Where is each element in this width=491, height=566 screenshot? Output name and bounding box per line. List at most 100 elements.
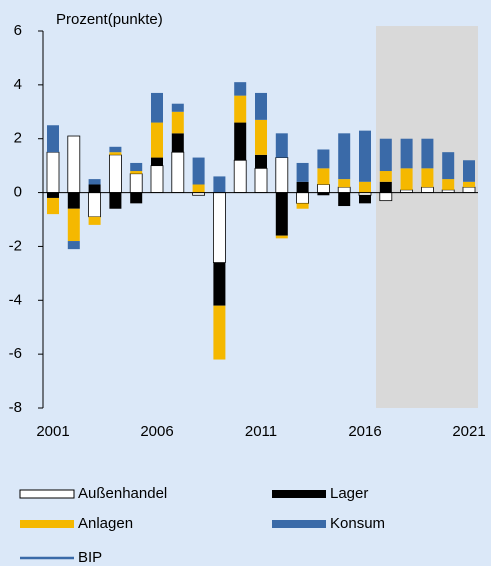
- bar-segment: [379, 181, 392, 193]
- legend-swatch: [272, 490, 326, 498]
- x-tick-label: 2011: [245, 423, 277, 440]
- y-axis-label: Prozent(punkte): [56, 11, 163, 28]
- bar-segment: [212, 192, 226, 263]
- bar-segment: [47, 125, 59, 153]
- legend-swatch: [20, 520, 74, 528]
- bar-segment: [463, 160, 475, 182]
- bar-segment: [275, 133, 288, 158]
- bar-segment: [88, 216, 101, 225]
- y-tick-label: -6: [9, 345, 22, 362]
- bar-segment: [151, 92, 163, 123]
- bar-segment: [47, 192, 59, 198]
- bar-segment: [233, 159, 247, 193]
- bar-segment: [317, 149, 330, 169]
- bar-segment: [400, 168, 413, 190]
- bar-segment: [296, 162, 309, 182]
- bar-segment: [359, 181, 371, 193]
- bar-segment: [109, 154, 122, 193]
- legend-label: Anlagen: [78, 515, 133, 532]
- bar-segment: [255, 92, 267, 120]
- bar-segment: [151, 157, 163, 166]
- y-tick-label: 6: [14, 22, 22, 39]
- bar-segment: [296, 192, 310, 204]
- bar-segment: [46, 151, 60, 193]
- bar-segment: [234, 95, 247, 123]
- bar-segment: [379, 138, 392, 172]
- bar-segment: [171, 133, 184, 153]
- bar-segment: [338, 192, 351, 207]
- bar-segment: [296, 203, 309, 209]
- bar-segment: [213, 305, 226, 360]
- bar-segment: [192, 184, 205, 193]
- bar-segment: [338, 133, 351, 180]
- bar-segment: [317, 192, 330, 196]
- legend-label: Lager: [330, 485, 368, 502]
- bar-segment: [129, 173, 143, 193]
- bar-segment: [296, 181, 309, 193]
- bar-segment: [151, 122, 163, 158]
- bar-segment: [109, 152, 122, 155]
- y-tick-label: 0: [14, 184, 22, 201]
- bar-segment: [359, 195, 371, 204]
- bar-segment: [254, 167, 268, 193]
- bar-segment: [130, 162, 143, 172]
- bar-segment: [234, 122, 247, 161]
- bar-segment: [88, 184, 101, 193]
- bar-segment: [463, 181, 475, 188]
- legend-label: BIP: [78, 549, 102, 566]
- bar-segment: [379, 192, 393, 202]
- bar-segment: [213, 262, 226, 306]
- legend-swatch: [272, 520, 326, 528]
- bar-segment: [67, 135, 81, 193]
- bar-segment: [150, 165, 164, 193]
- bar-segment: [255, 154, 267, 169]
- bar-segment: [109, 192, 122, 209]
- bar-segment: [67, 192, 80, 209]
- bar-segment: [171, 103, 184, 112]
- bar-segment: [400, 138, 413, 169]
- x-tick-label: 2001: [36, 423, 69, 440]
- x-tick-label: 2021: [452, 423, 485, 440]
- x-tick-label: 2016: [348, 423, 381, 440]
- bar-segment: [421, 168, 434, 188]
- x-tick-label: 2006: [140, 423, 173, 440]
- bar-segment: [442, 152, 455, 180]
- bar-segment: [275, 157, 289, 193]
- bar-segment: [88, 192, 101, 218]
- bar-segment: [379, 171, 392, 182]
- forecast-shade: [376, 26, 478, 408]
- bar-segment: [88, 179, 101, 185]
- bar-segment: [171, 151, 185, 193]
- bar-segment: [337, 186, 351, 193]
- bar-segment: [275, 235, 288, 239]
- legend-label: Konsum: [330, 515, 385, 532]
- bar-segment: [275, 192, 288, 236]
- bar-segment: [317, 168, 330, 185]
- bar-segment: [67, 241, 80, 250]
- bar-segment: [213, 176, 226, 193]
- y-tick-label: -2: [9, 237, 22, 254]
- bar-segment: [130, 171, 143, 174]
- bar-segment: [462, 186, 476, 193]
- bar-segment: [47, 197, 59, 215]
- legend-swatch: [19, 489, 75, 499]
- bar-segment: [130, 192, 143, 204]
- y-tick-label: 2: [14, 130, 22, 147]
- bar-segment: [67, 208, 80, 242]
- bar-segment: [421, 138, 434, 169]
- bar-segment: [420, 186, 434, 193]
- bar-segment: [316, 184, 330, 193]
- y-tick-label: -4: [9, 291, 22, 308]
- bar-segment: [234, 82, 247, 96]
- bar-segment: [192, 157, 205, 185]
- bar-segment: [359, 130, 371, 182]
- bar-segment: [109, 146, 122, 153]
- bar-segment: [442, 179, 455, 190]
- y-tick-label: -8: [9, 399, 22, 416]
- bar-segment: [171, 111, 184, 134]
- y-tick-label: 4: [14, 76, 22, 93]
- legend-label: Außenhandel: [78, 485, 167, 502]
- bar-segment: [338, 179, 351, 188]
- bar-segment: [255, 119, 267, 155]
